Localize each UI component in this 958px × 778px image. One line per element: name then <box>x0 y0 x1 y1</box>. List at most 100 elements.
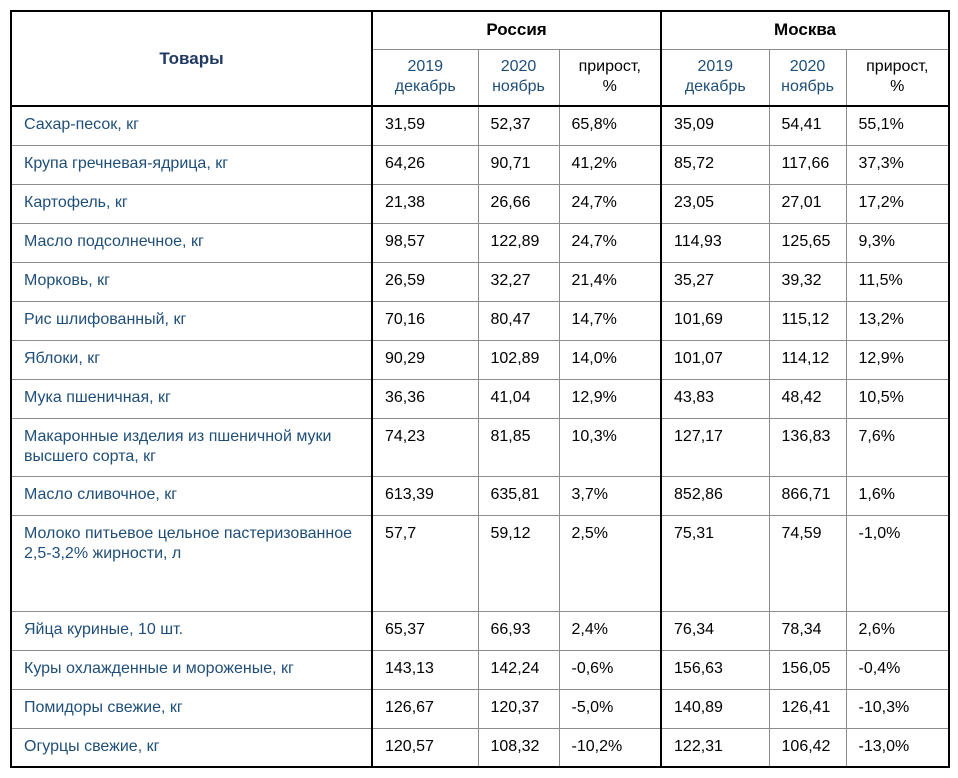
russia-2020-value: 59,12 <box>477 514 560 612</box>
moscow-2020-value: 39,32 <box>768 261 847 302</box>
russia-growth-value: 65,8% <box>558 105 663 146</box>
russia-growth-value: 3,7% <box>558 475 663 516</box>
table-header: Товары Россия Москва 2019 декабрь 2020 н… <box>10 10 950 107</box>
russia-2019-value: 98,57 <box>371 222 479 263</box>
moscow-growth-value: -1,0% <box>845 514 950 612</box>
moscow-2019-value: 43,83 <box>660 378 770 419</box>
moscow-growth-value: 37,3% <box>845 144 950 185</box>
moscow-2019-value: 156,63 <box>660 649 770 690</box>
russia-2020-value: 108,32 <box>477 727 560 768</box>
moscow-growth-value: 7,6% <box>845 417 950 477</box>
russia-2020-value: 66,93 <box>477 610 560 651</box>
moscow-growth-value: 12,9% <box>845 339 950 380</box>
product-name: Картофель, кг <box>10 183 373 224</box>
table-row: Масло сливочное, кг 613,39 635,81 3,7% 8… <box>10 475 950 516</box>
moscow-2019-value: 85,72 <box>660 144 770 185</box>
russia-2019-value: 26,59 <box>371 261 479 302</box>
moscow-growth-value: 10,5% <box>845 378 950 419</box>
moscow-2019-value: 122,31 <box>660 727 770 768</box>
product-name: Помидоры свежие, кг <box>10 688 373 729</box>
moscow-growth-value: 1,6% <box>845 475 950 516</box>
moscow-2019-value: 35,09 <box>660 105 770 146</box>
russia-growth-value: 24,7% <box>558 222 663 263</box>
moscow-2019-value: 852,86 <box>660 475 770 516</box>
russia-growth-value: 21,4% <box>558 261 663 302</box>
moscow-growth-percent-header: прирост, % <box>845 48 950 107</box>
russia-growth-value: 2,4% <box>558 610 663 651</box>
product-name: Огурцы свежие, кг <box>10 727 373 768</box>
table-row: Помидоры свежие, кг 126,67 120,37 -5,0% … <box>10 688 950 729</box>
moscow-2019-december-header: 2019 декабрь <box>660 48 770 107</box>
price-comparison-table: Товары Россия Москва 2019 декабрь 2020 н… <box>10 10 951 768</box>
product-name: Яблоки, кг <box>10 339 373 380</box>
russia-2020-value: 142,24 <box>477 649 560 690</box>
russia-2020-value: 32,27 <box>477 261 560 302</box>
product-name: Макаронные изделия из пшеничной муки выс… <box>10 417 373 477</box>
product-name: Рис шлифованный, кг <box>10 300 373 341</box>
russia-2019-value: 57,7 <box>371 514 479 612</box>
table-row: Куры охлажденные и мороженые, кг 143,13 … <box>10 649 950 690</box>
period-header-row: 2019 декабрь 2020 ноябрь прирост, % 2019… <box>11 48 950 107</box>
table-row: Рис шлифованный, кг 70,16 80,47 14,7% 10… <box>10 300 950 341</box>
moscow-2019-value: 75,31 <box>660 514 770 612</box>
russia-2020-value: 26,66 <box>477 183 560 224</box>
russia-2019-value: 126,67 <box>371 688 479 729</box>
moscow-2019-value: 35,27 <box>660 261 770 302</box>
moscow-growth-value: -13,0% <box>845 727 950 768</box>
table-row: Картофель, кг 21,38 26,66 24,7% 23,05 27… <box>10 183 950 224</box>
moscow-2019-value: 101,07 <box>660 339 770 380</box>
product-name: Масло сливочное, кг <box>10 475 373 516</box>
moscow-growth-value: 17,2% <box>845 183 950 224</box>
russia-2019-december-header: 2019 декабрь <box>371 48 479 107</box>
russia-growth-value: -10,2% <box>558 727 663 768</box>
product-name: Мука пшеничная, кг <box>10 378 373 419</box>
table-row: Макаронные изделия из пшеничной муки выс… <box>10 417 950 477</box>
russia-2020-november-header: 2020 ноябрь <box>477 48 560 107</box>
russia-2019-value: 143,13 <box>371 649 479 690</box>
russia-2020-value: 81,85 <box>477 417 560 477</box>
moscow-2020-value: 117,66 <box>768 144 847 185</box>
russia-2020-value: 102,89 <box>477 339 560 380</box>
russia-2019-value: 21,38 <box>371 183 479 224</box>
russia-2019-value: 70,16 <box>371 300 479 341</box>
table-row: Огурцы свежие, кг 120,57 108,32 -10,2% 1… <box>10 727 950 768</box>
moscow-2020-value: 125,65 <box>768 222 847 263</box>
moscow-growth-value: 13,2% <box>845 300 950 341</box>
moscow-2020-value: 136,83 <box>768 417 847 477</box>
moscow-2020-value: 156,05 <box>768 649 847 690</box>
russia-growth-percent-header: прирост, % <box>558 48 663 107</box>
russia-2019-value: 74,23 <box>371 417 479 477</box>
moscow-2019-value: 140,89 <box>660 688 770 729</box>
product-name: Масло подсолнечное, кг <box>10 222 373 263</box>
table-row: Молоко питьевое цельное пастеризованное … <box>10 514 950 612</box>
table-row: Сахар-песок, кг 31,59 52,37 65,8% 35,09 … <box>10 105 950 146</box>
table-row: Яблоки, кг 90,29 102,89 14,0% 101,07 114… <box>10 339 950 380</box>
moscow-2019-value: 114,93 <box>660 222 770 263</box>
product-name: Сахар-песок, кг <box>10 105 373 146</box>
moscow-growth-value: -0,4% <box>845 649 950 690</box>
moscow-2020-value: 106,42 <box>768 727 847 768</box>
moscow-2020-value: 115,12 <box>768 300 847 341</box>
russia-growth-value: 2,5% <box>558 514 663 612</box>
russia-growth-value: 24,7% <box>558 183 663 224</box>
russia-2020-value: 41,04 <box>477 378 560 419</box>
moscow-growth-value: 55,1% <box>845 105 950 146</box>
russia-growth-value: -5,0% <box>558 688 663 729</box>
moscow-2019-value: 76,34 <box>660 610 770 651</box>
russia-2019-value: 120,57 <box>371 727 479 768</box>
russia-growth-value: 14,7% <box>558 300 663 341</box>
russia-2019-value: 31,59 <box>371 105 479 146</box>
product-name: Яйца куриные, 10 шт. <box>10 610 373 651</box>
table-row: Яйца куриные, 10 шт. 65,37 66,93 2,4% 76… <box>10 610 950 651</box>
product-name: Молоко питьевое цельное пастеризованное … <box>10 514 373 612</box>
moscow-2019-value: 127,17 <box>660 417 770 477</box>
moscow-2020-value: 866,71 <box>768 475 847 516</box>
group-header-moscow: Москва <box>660 10 950 50</box>
table-body: Сахар-песок, кг 31,59 52,37 65,8% 35,09 … <box>10 105 950 768</box>
russia-2019-value: 65,37 <box>371 610 479 651</box>
russia-2020-value: 52,37 <box>477 105 560 146</box>
russia-growth-value: 14,0% <box>558 339 663 380</box>
russia-2020-value: 635,81 <box>477 475 560 516</box>
russia-2020-value: 120,37 <box>477 688 560 729</box>
russia-growth-value: -0,6% <box>558 649 663 690</box>
